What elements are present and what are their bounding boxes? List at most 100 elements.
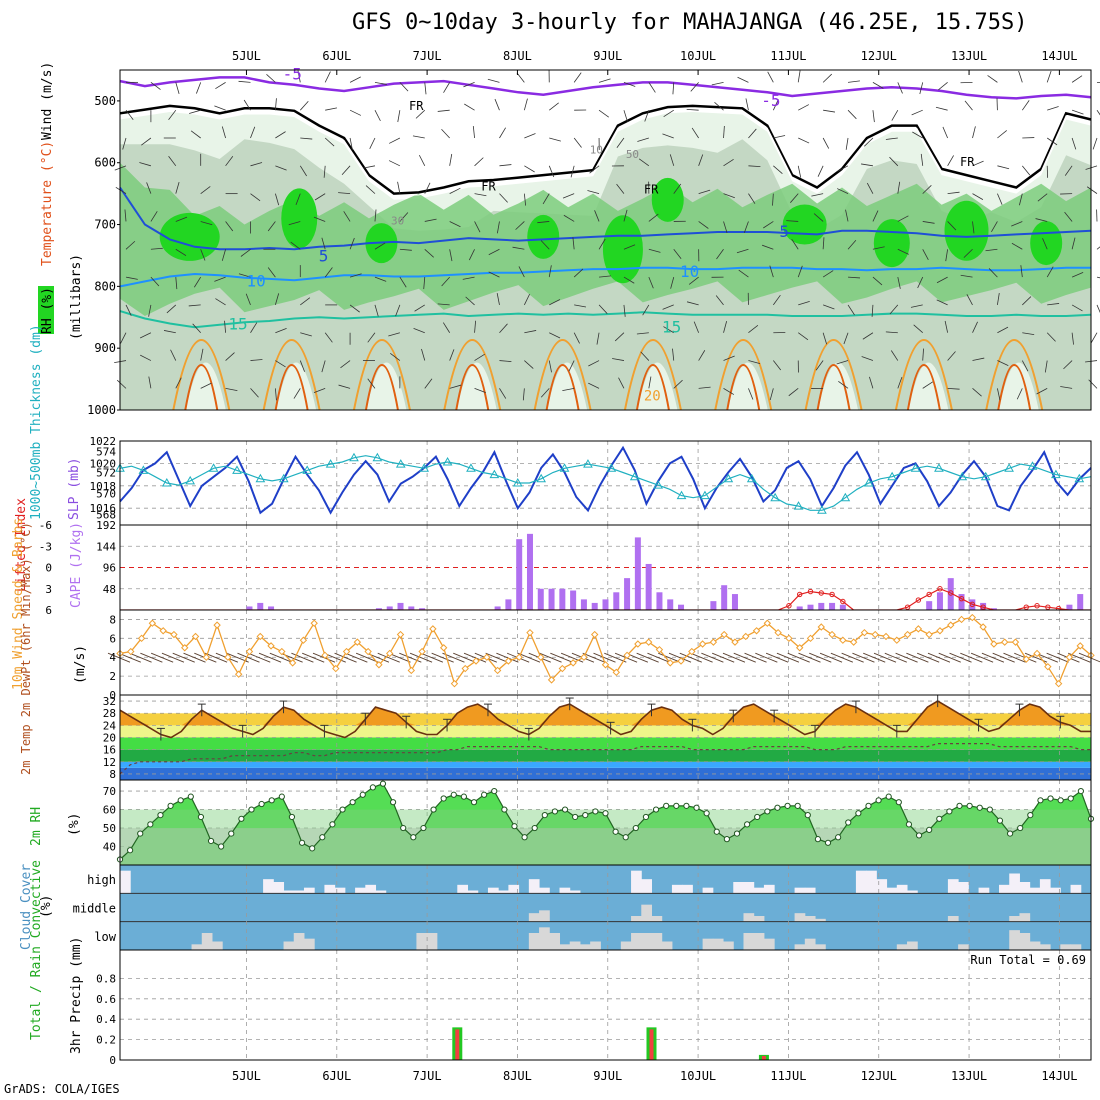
wind-speed-marker — [1076, 642, 1084, 650]
upper-y-tick-label: 600 — [94, 156, 116, 170]
wind-barb — [397, 181, 401, 194]
cloud-bar-low — [528, 933, 540, 950]
wind-barb — [847, 276, 861, 279]
thickness-marker — [770, 492, 780, 502]
wind-speed-marker — [720, 630, 728, 639]
wind-barb — [540, 240, 550, 250]
wind-barb — [465, 296, 475, 306]
wind-barb — [518, 266, 525, 278]
wind-speed-marker — [1065, 653, 1074, 661]
wind-barb — [686, 108, 699, 111]
thickness-marker — [138, 465, 149, 474]
precip-axis-label: Total / Rain Convective — [29, 860, 44, 1040]
rh-2m-marker — [673, 802, 680, 809]
cape-bar — [1066, 604, 1073, 610]
lifted-index-marker — [1023, 604, 1029, 610]
wind-barb — [175, 277, 178, 290]
cloud-bar-low — [201, 933, 213, 950]
lifted-index-marker — [829, 591, 835, 598]
temp-contour-25 — [997, 364, 1032, 411]
wind-barb — [125, 304, 132, 316]
wind-speed-marker — [612, 668, 620, 677]
precip-panel-frame — [119, 949, 1092, 1061]
wind-barb — [1096, 304, 1100, 314]
wind-barb — [1019, 193, 1023, 206]
wind-barb — [688, 276, 699, 285]
wind-barb — [815, 360, 824, 371]
wind-barb — [693, 321, 700, 333]
slp-tick-label: 1018 — [90, 480, 117, 493]
wind-barb — [773, 165, 783, 174]
surface-wind-barb — [107, 652, 131, 663]
wind-barb — [723, 158, 734, 167]
bottom-date-label: 5JUL — [232, 1069, 261, 1083]
wind-barb — [947, 351, 956, 361]
wind-barb — [991, 221, 998, 233]
precip-convective-bar — [761, 1055, 766, 1060]
wind-barb — [225, 387, 238, 392]
cloud-bar-low — [631, 933, 642, 950]
wind-barb — [548, 165, 555, 178]
rh-max-blob — [159, 212, 220, 261]
wind-barb — [175, 181, 180, 194]
rh-2m-marker — [389, 799, 397, 806]
wind-barb — [872, 276, 883, 286]
wind-speed-marker — [936, 627, 944, 635]
wind-barb — [891, 109, 899, 121]
wind-barb — [313, 387, 326, 394]
wind-speed-marker — [439, 644, 448, 652]
surface-wind-barb — [722, 652, 746, 663]
wind-speed-marker — [785, 634, 793, 643]
wind-barb — [588, 360, 600, 367]
wind-barb — [499, 164, 512, 167]
wind-barb — [325, 107, 338, 111]
rh-2m-marker — [420, 824, 427, 832]
rh-2m-marker — [986, 806, 993, 813]
wind-barb — [648, 248, 661, 253]
wind-barb — [463, 81, 475, 88]
cloud-bar-high — [978, 887, 990, 894]
wind-speed-marker — [990, 640, 998, 648]
thickness-marker — [910, 463, 921, 472]
wind-barb — [170, 349, 177, 361]
rh-2m-marker — [218, 843, 225, 850]
wind-barb — [275, 193, 280, 206]
rh-2m-marker — [754, 813, 761, 821]
temp-tick-label: 28 — [103, 707, 116, 720]
wind-barb — [120, 332, 127, 344]
wind-speed-marker — [655, 645, 664, 654]
temp-contour-20 — [623, 339, 682, 411]
wind-barb — [250, 193, 261, 202]
wind-barb — [238, 80, 251, 83]
surface-wind-barb — [399, 652, 422, 663]
rh-2m-marker — [127, 847, 134, 854]
wind-barb — [1064, 211, 1073, 222]
wind-barb — [549, 299, 561, 306]
surface-wind-barb — [701, 652, 724, 663]
wind-barb — [945, 249, 949, 262]
rh-2m-marker — [895, 799, 902, 806]
thickness-marker — [887, 471, 897, 481]
wind-barb — [997, 360, 1009, 366]
cape-bar — [731, 594, 738, 610]
rh-axis-label: RH (%) — [40, 287, 55, 334]
surface-wind-barb — [690, 652, 713, 663]
top-date-label: 13JUL — [951, 49, 987, 63]
temp-contour-20 — [262, 339, 321, 411]
wind-barb — [711, 81, 724, 86]
wind-barb — [563, 214, 575, 222]
precip-tick-label: 0 — [109, 1054, 116, 1067]
thickness-marker — [278, 473, 289, 483]
wind-barb — [1060, 386, 1073, 389]
surface-wind-barb — [733, 652, 756, 663]
wind-barb — [663, 326, 674, 334]
wind-speed-marker — [580, 653, 588, 661]
wind-speed-marker — [407, 666, 416, 675]
wind-barb — [443, 82, 451, 93]
cloud-bar-high — [528, 879, 540, 894]
wind-barb — [947, 221, 957, 231]
cape-bar — [1077, 594, 1084, 610]
surface-wind-barb — [334, 652, 357, 663]
wind-barb — [773, 294, 781, 306]
wind-barb — [935, 106, 948, 111]
